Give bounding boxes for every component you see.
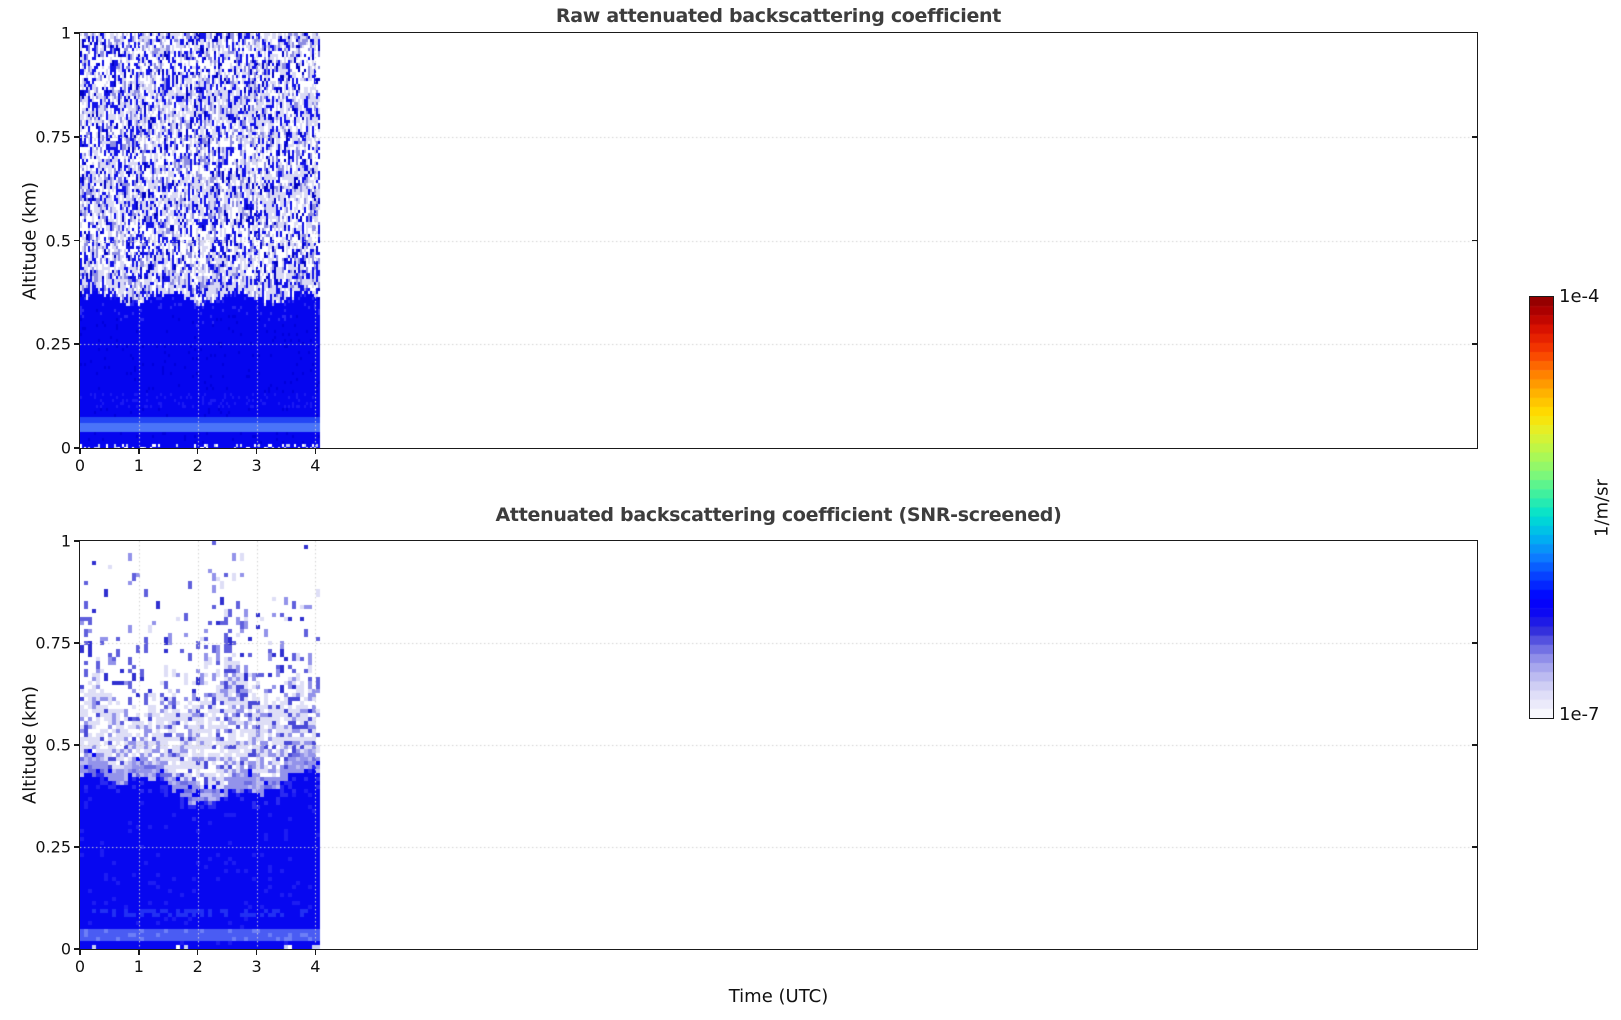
x-tick-mark	[138, 448, 140, 454]
x-tick-label: 4	[310, 456, 321, 475]
x-tick-mark	[255, 949, 258, 955]
y-tick-label: 1	[60, 23, 71, 43]
y-tick-mark	[74, 343, 80, 346]
panel1-y-axis-label: Altitude (km)	[19, 181, 41, 300]
panel1-title: Raw attenuated backscattering coefficien…	[555, 5, 1002, 27]
y-tick-mark-right	[1472, 239, 1477, 242]
y-tick-mark-right	[1472, 343, 1477, 346]
y-tick-label: 1	[60, 531, 71, 551]
y-tick-label: 0.75	[35, 127, 71, 147]
x-tick-mark	[79, 949, 81, 955]
y-tick-mark	[74, 744, 80, 746]
y-tick-mark	[74, 846, 80, 848]
x-tick-label: 3	[251, 957, 262, 976]
y-tick-mark-right	[1472, 846, 1477, 848]
colorbar-gradient	[1530, 297, 1553, 718]
y-tick-label: 0.5	[45, 735, 71, 755]
y-tick-mark	[74, 135, 80, 138]
x-tick-mark	[79, 448, 81, 454]
x-tick-mark	[314, 949, 317, 955]
colorbar-min-label: 1e-7	[1559, 704, 1600, 725]
y-tick-label: 0	[60, 438, 71, 458]
y-tick-label: 0.25	[35, 334, 71, 354]
y-tick-mark-right	[1472, 744, 1477, 746]
x-tick-label: 0	[74, 957, 86, 976]
x-tick-label: 0	[74, 456, 86, 475]
x-tick-mark	[255, 448, 258, 454]
y-tick-mark	[74, 948, 80, 950]
x-tick-mark	[196, 448, 199, 454]
x-tick-mark	[314, 448, 317, 454]
y-tick-mark-right	[1472, 642, 1477, 644]
y-tick-mark	[74, 447, 80, 449]
y-tick-label: 0.25	[35, 837, 71, 857]
x-tick-label: 3	[251, 456, 262, 475]
x-tick-label: 2	[192, 957, 203, 976]
x-tick-label: 2	[192, 456, 203, 475]
y-tick-mark	[74, 642, 80, 644]
x-tick-mark	[138, 949, 140, 955]
y-tick-mark	[74, 239, 80, 242]
x-tick-label: 1	[133, 957, 144, 976]
panel1-heatmap-canvas	[80, 33, 1477, 448]
panel2-y-axis-label: Altitude (km)	[19, 685, 41, 805]
y-tick-label: 0.75	[35, 633, 71, 653]
panel2-heatmap-canvas	[80, 541, 1477, 949]
x-tick-mark	[196, 949, 199, 955]
panel2-title: Attenuated backscattering coefficient (S…	[495, 504, 1062, 526]
x-tick-label: 4	[310, 957, 321, 976]
y-tick-mark	[74, 32, 80, 34]
y-tick-label: 0.5	[45, 231, 71, 250]
y-tick-mark	[74, 540, 80, 542]
y-tick-label: 0	[60, 939, 71, 959]
x-tick-label: 1	[133, 456, 144, 475]
colorbar-unit-label: 1/m/sr	[1591, 478, 1613, 537]
y-tick-mark-right	[1472, 135, 1477, 138]
colorbar-max-label: 1e-4	[1559, 286, 1600, 307]
x-axis-label: Time (UTC)	[728, 986, 829, 1007]
